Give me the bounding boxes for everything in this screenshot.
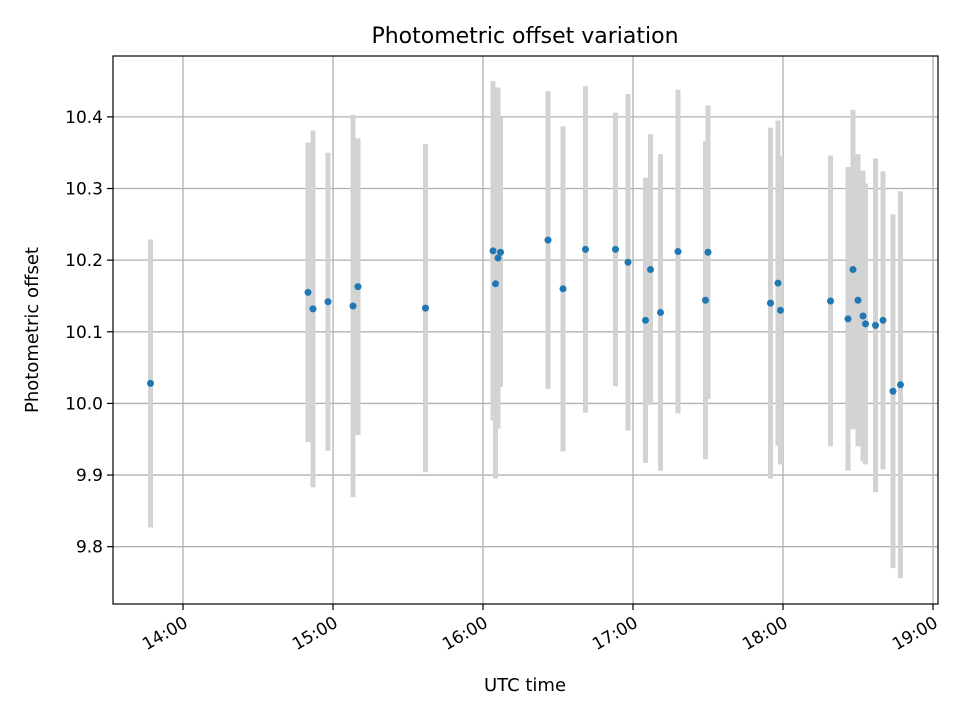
data-point <box>862 320 869 328</box>
data-point <box>642 316 649 324</box>
x-axis-ticks: 14:00 15:00 16:00 17:00 18:00 19:00 <box>139 604 942 655</box>
chart-title: Photometric offset variation <box>371 24 678 49</box>
data-point <box>849 265 857 273</box>
data-point <box>647 265 654 273</box>
data-point <box>354 283 362 291</box>
x-tick-label: 19:00 <box>889 613 941 655</box>
grid-lines <box>113 56 938 604</box>
data-points <box>147 236 904 395</box>
data-point <box>544 236 552 244</box>
y-axis-label: Photometric offset <box>22 247 43 413</box>
data-point <box>324 298 332 306</box>
error-bars <box>148 81 903 579</box>
x-tick-label: 17:00 <box>589 613 641 655</box>
data-point <box>702 296 709 304</box>
y-tick-label: 10.4 <box>65 108 103 128</box>
y-tick-label: 9.8 <box>76 538 103 558</box>
plot-frame <box>112 55 939 605</box>
data-point <box>827 297 834 305</box>
y-tick-label: 10.3 <box>65 180 103 200</box>
data-point <box>147 379 154 387</box>
data-point <box>489 247 497 255</box>
data-point <box>492 280 499 288</box>
data-point <box>889 387 897 395</box>
y-tick-label: 9.9 <box>76 466 103 486</box>
data-point <box>777 306 784 314</box>
y-tick-label: 10.2 <box>65 251 103 271</box>
data-point <box>422 304 429 312</box>
data-point <box>674 248 682 256</box>
data-point <box>767 299 774 307</box>
x-tick-label: 18:00 <box>739 613 791 655</box>
data-point <box>704 248 712 256</box>
data-point <box>494 254 502 262</box>
x-axis-label: UTC time <box>484 675 566 696</box>
y-tick-label: 10.1 <box>65 323 103 343</box>
data-point <box>844 315 852 323</box>
data-point <box>304 288 312 296</box>
data-point <box>879 316 887 324</box>
data-point <box>657 308 664 316</box>
x-tick-label: 15:00 <box>289 613 341 655</box>
data-point <box>774 279 782 287</box>
data-point <box>854 296 862 304</box>
y-axis-ticks: 9.8 9.9 10.0 10.1 10.2 10.3 10.4 <box>65 108 113 558</box>
y-tick-label: 10.0 <box>65 394 103 414</box>
data-point <box>559 285 567 293</box>
data-point <box>349 302 357 310</box>
data-point <box>309 305 317 313</box>
data-point <box>897 381 904 389</box>
data-point <box>612 245 619 253</box>
data-point <box>624 258 632 266</box>
x-tick-label: 16:00 <box>439 613 491 655</box>
data-point <box>582 245 589 253</box>
data-point <box>859 312 867 320</box>
data-point <box>497 248 504 256</box>
x-tick-label: 14:00 <box>139 613 191 655</box>
data-point <box>872 321 879 329</box>
